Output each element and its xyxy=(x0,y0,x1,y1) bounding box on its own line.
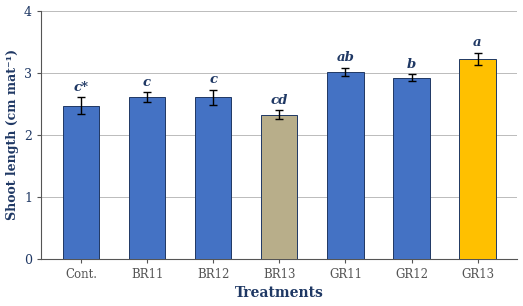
Text: cd: cd xyxy=(270,94,288,107)
Text: c: c xyxy=(143,76,151,89)
Bar xyxy=(129,98,165,259)
Bar xyxy=(63,106,99,259)
Bar xyxy=(459,59,496,259)
Y-axis label: Shoot length (cm mat⁻¹): Shoot length (cm mat⁻¹) xyxy=(6,49,18,220)
Bar xyxy=(261,115,298,259)
Text: c: c xyxy=(209,73,217,86)
Text: b: b xyxy=(407,58,416,71)
Bar xyxy=(393,78,430,259)
Text: a: a xyxy=(473,36,482,49)
X-axis label: Treatments: Treatments xyxy=(235,286,324,300)
Text: c*: c* xyxy=(73,81,88,94)
Bar xyxy=(195,98,231,259)
Bar xyxy=(327,72,363,259)
Text: ab: ab xyxy=(336,51,355,64)
